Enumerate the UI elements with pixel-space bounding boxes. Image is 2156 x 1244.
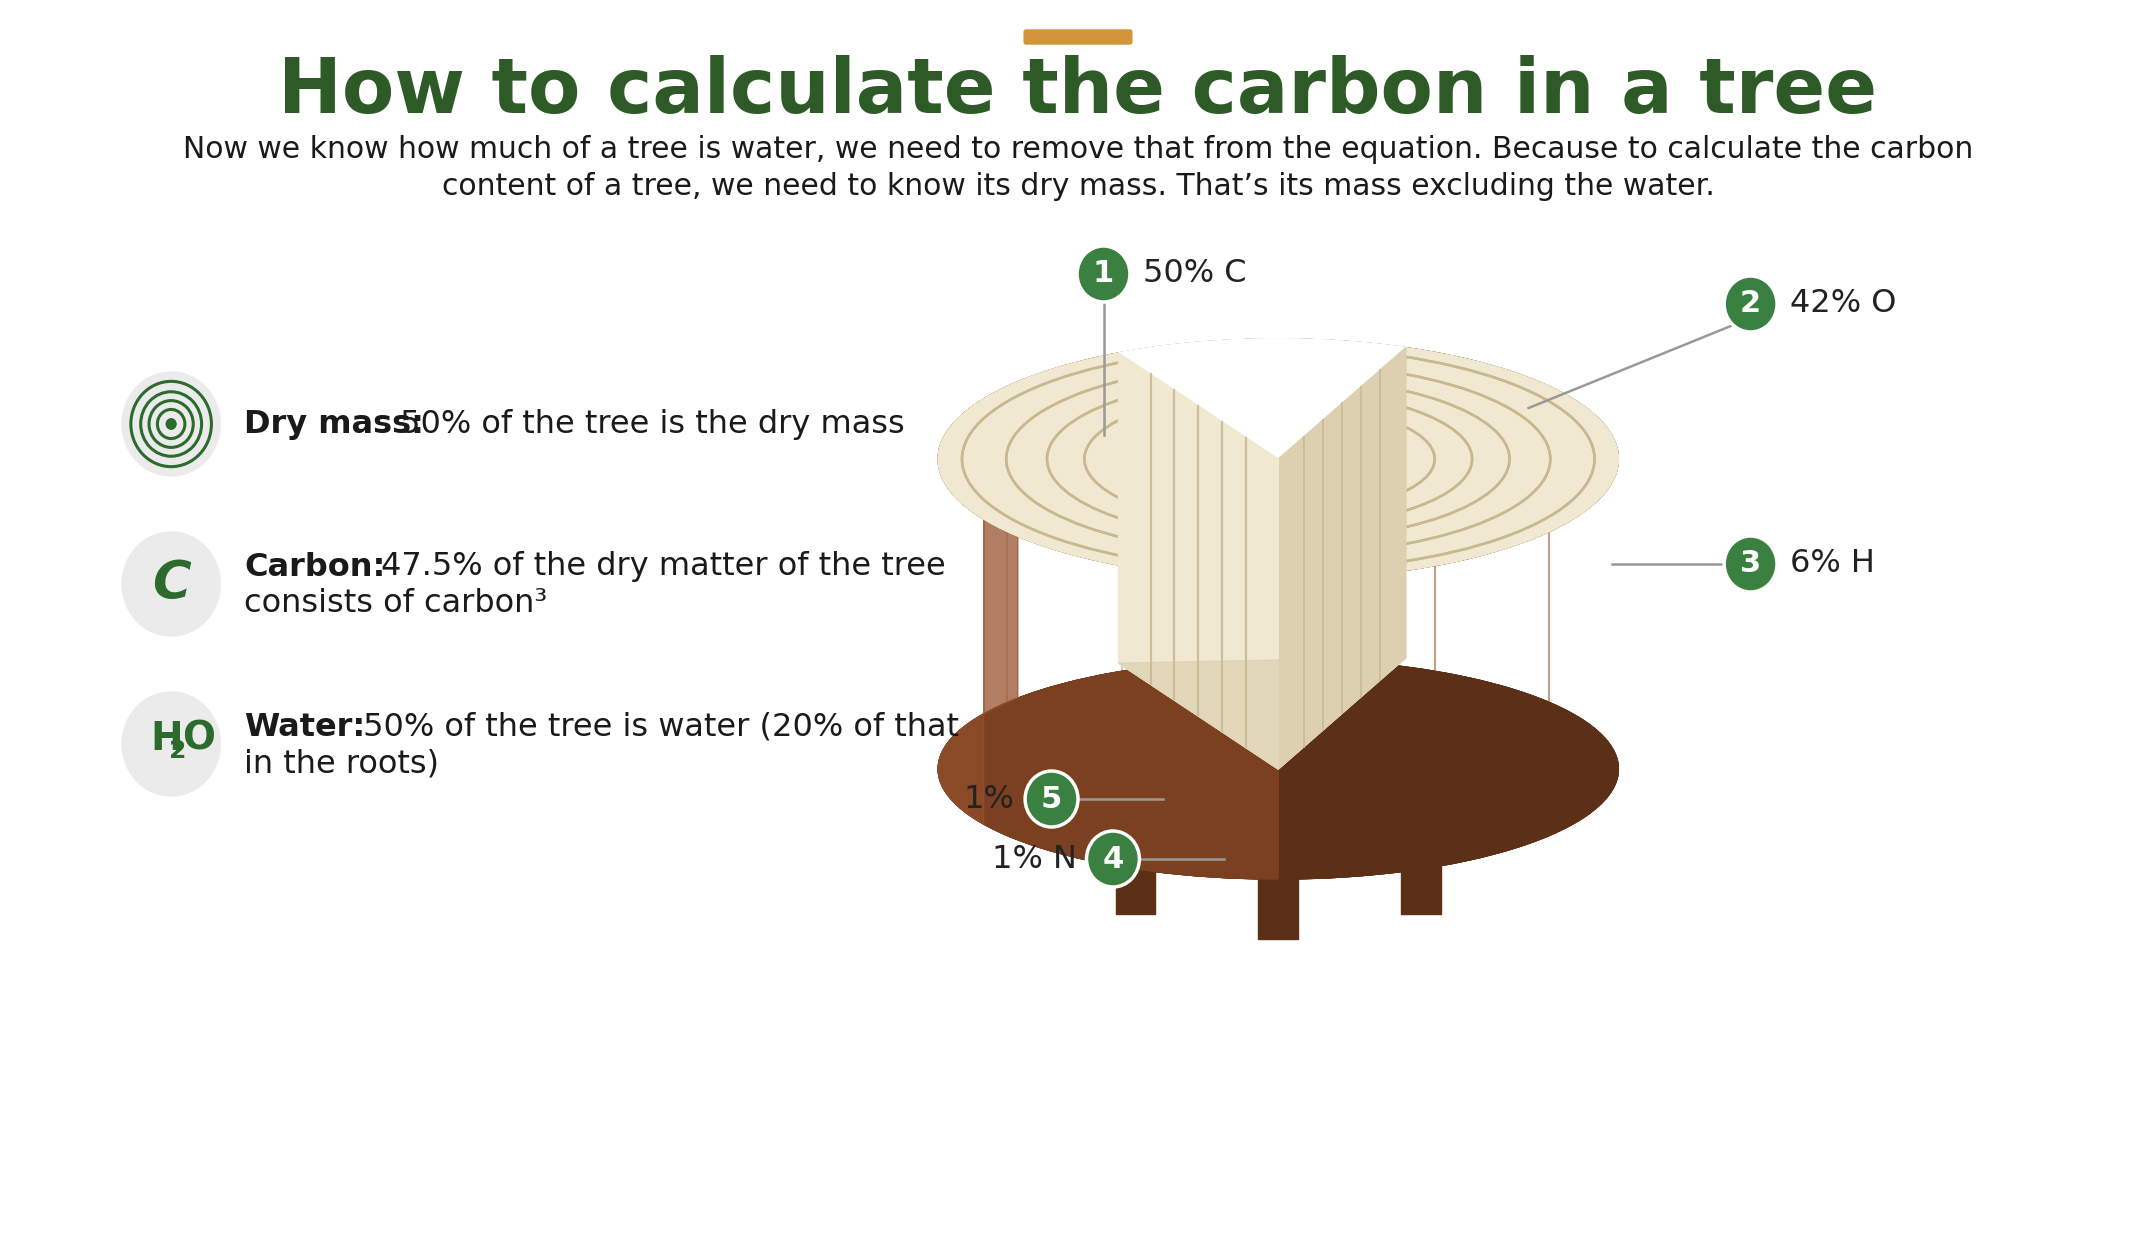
Polygon shape — [938, 340, 1279, 880]
Text: Water:: Water: — [244, 712, 364, 743]
Polygon shape — [1119, 658, 1406, 769]
Polygon shape — [1119, 340, 1406, 459]
Polygon shape — [1119, 353, 1279, 769]
Ellipse shape — [938, 659, 1619, 880]
Polygon shape — [1279, 348, 1406, 769]
FancyBboxPatch shape — [1024, 30, 1132, 44]
Text: 47.5% of the dry matter of the tree: 47.5% of the dry matter of the tree — [371, 551, 946, 582]
Text: 6% H: 6% H — [1789, 549, 1876, 580]
Polygon shape — [1119, 340, 1406, 459]
Circle shape — [1078, 246, 1130, 302]
Text: 50% of the tree is water (20% of that: 50% of the tree is water (20% of that — [354, 712, 959, 743]
Text: How to calculate the carbon in a tree: How to calculate the carbon in a tree — [278, 55, 1878, 129]
FancyBboxPatch shape — [1401, 769, 1440, 913]
Ellipse shape — [938, 659, 1619, 880]
Text: H: H — [151, 720, 183, 758]
Ellipse shape — [938, 340, 1619, 578]
Circle shape — [123, 692, 220, 796]
Text: consists of carbon³: consists of carbon³ — [244, 588, 548, 620]
Polygon shape — [1279, 340, 1619, 880]
Circle shape — [123, 372, 220, 476]
Text: Dry mass:: Dry mass: — [244, 408, 425, 439]
Text: 2: 2 — [1740, 290, 1761, 318]
Text: 50% of the tree is the dry mass: 50% of the tree is the dry mass — [390, 408, 906, 439]
Text: content of a tree, we need to know its dry mass. That’s its mass excluding the w: content of a tree, we need to know its d… — [442, 172, 1714, 202]
Circle shape — [1725, 276, 1777, 332]
Polygon shape — [1279, 348, 1406, 769]
Text: 4: 4 — [1102, 845, 1123, 873]
Ellipse shape — [972, 688, 1585, 842]
Circle shape — [166, 419, 177, 429]
Circle shape — [1024, 771, 1078, 827]
Text: 42% O: 42% O — [1789, 289, 1897, 320]
Text: in the roots): in the roots) — [244, 749, 440, 780]
Polygon shape — [1119, 353, 1279, 769]
Text: 3: 3 — [1740, 550, 1761, 578]
Polygon shape — [1279, 340, 1619, 880]
Text: 1: 1 — [1093, 260, 1115, 289]
Polygon shape — [938, 382, 1018, 824]
Text: 50% C: 50% C — [1143, 259, 1246, 290]
Circle shape — [1087, 831, 1138, 887]
Text: 2: 2 — [170, 739, 188, 763]
Circle shape — [1725, 536, 1777, 592]
Polygon shape — [938, 340, 1279, 880]
FancyBboxPatch shape — [1115, 769, 1156, 913]
Text: 1%: 1% — [964, 784, 1015, 815]
Text: Carbon:: Carbon: — [244, 551, 386, 582]
Text: O: O — [183, 720, 216, 758]
Text: Now we know how much of a tree is water, we need to remove that from the equatio: Now we know how much of a tree is water,… — [183, 136, 1973, 164]
Text: 1% N: 1% N — [992, 843, 1076, 875]
FancyBboxPatch shape — [1259, 769, 1298, 939]
Polygon shape — [938, 382, 1018, 824]
Text: C: C — [151, 559, 190, 610]
Ellipse shape — [938, 340, 1619, 578]
Text: 5: 5 — [1041, 785, 1063, 814]
Polygon shape — [1119, 658, 1406, 769]
Circle shape — [123, 532, 220, 636]
